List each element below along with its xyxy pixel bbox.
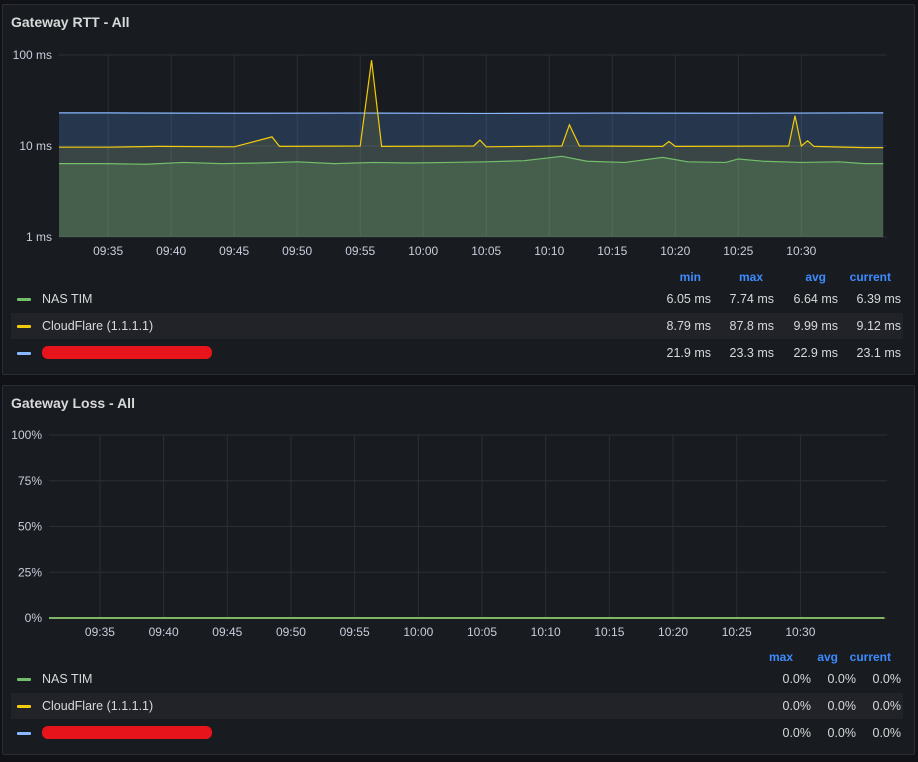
y-tick-label: 100 ms	[13, 48, 52, 62]
legend-row-cloudflare[interactable]: CloudFlare (1.1.1.1) 0.0% 0.0% 0.0%	[11, 693, 903, 719]
x-tick-label: 10:00	[408, 244, 438, 258]
series-color-swatch[interactable]	[17, 732, 31, 735]
legend-avg-value: 9.99 ms	[793, 319, 838, 333]
legend-current-value: 23.1 ms	[856, 346, 901, 360]
legend-max-value: 0.0%	[782, 726, 812, 740]
x-tick-label: 09:45	[219, 244, 249, 258]
panel-title[interactable]: Gateway RTT - All	[11, 14, 130, 30]
legend-min-value: 8.79 ms	[666, 319, 711, 333]
legend-max-value: 0.0%	[782, 672, 812, 686]
legend-header-max[interactable]: max	[768, 650, 793, 664]
x-tick-label: 09:55	[345, 244, 375, 258]
series-color-swatch[interactable]	[17, 352, 31, 355]
series-area-fill	[59, 112, 884, 237]
legend-current-value: 0.0%	[872, 699, 902, 713]
legend-header-current[interactable]: current	[849, 650, 891, 664]
legend-row-redacted[interactable]: 0.0% 0.0% 0.0%	[11, 720, 903, 746]
series-area-fill	[59, 60, 884, 237]
y-tick-label: 10 ms	[19, 139, 52, 153]
x-tick-label: 10:30	[786, 244, 816, 258]
x-tick-label: 10:20	[658, 625, 688, 639]
y-tick-label: 50%	[18, 520, 42, 534]
x-tick-label: 10:10	[534, 244, 564, 258]
x-tick-label: 09:40	[156, 244, 186, 258]
redaction-mark	[42, 726, 212, 739]
x-tick-label: 09:40	[149, 625, 179, 639]
legend-current-value: 0.0%	[872, 726, 902, 740]
legend-header-min[interactable]: min	[679, 270, 701, 284]
legend-current-value: 0.0%	[872, 672, 902, 686]
panel-title[interactable]: Gateway Loss - All	[11, 395, 135, 411]
gateway-loss-panel: Gateway Loss - All 0% 25% 50% 75% 100% 09:35 0…	[2, 385, 915, 755]
legend-header-current[interactable]: current	[849, 270, 891, 284]
x-tick-label: 10:00	[403, 625, 433, 639]
x-tick-label: 09:50	[276, 625, 306, 639]
legend-series-name[interactable]: NAS TIM	[42, 672, 93, 686]
legend-header-max[interactable]: max	[738, 270, 763, 284]
legend-avg-value: 0.0%	[827, 699, 857, 713]
x-tick-label: 10:25	[723, 244, 753, 258]
y-tick-label: 0%	[25, 611, 43, 625]
x-tick-label: 10:20	[660, 244, 690, 258]
legend-row-nas-tim[interactable]: NAS TIM 0.0% 0.0% 0.0%	[11, 666, 903, 692]
legend-series-name[interactable]: CloudFlare (1.1.1.1)	[42, 699, 154, 713]
rtt-chart[interactable]: 1 ms 10 ms 100 ms 09:35 09:40 09:45 09:50 09:55…	[3, 5, 916, 270]
x-tick-label: 10:30	[785, 625, 815, 639]
x-tick-label: 10:15	[597, 244, 627, 258]
legend-row-cloudflare[interactable]: CloudFlare (1.1.1.1) 8.79 ms 87.8 ms 9.9…	[11, 313, 903, 339]
x-tick-label: 09:45	[212, 625, 242, 639]
legend-series-name[interactable]: CloudFlare (1.1.1.1)	[42, 319, 154, 333]
legend-avg-value: 0.0%	[827, 672, 857, 686]
x-tick-label: 10:05	[471, 244, 501, 258]
y-tick-label: 75%	[18, 474, 42, 488]
y-tick-label: 1 ms	[26, 230, 52, 244]
loss-chart[interactable]: 0% 25% 50% 75% 100% 09:35 09:40 09:45 09:50 09:55…	[3, 386, 916, 651]
redaction-mark	[42, 346, 212, 359]
legend-header-avg[interactable]: avg	[817, 650, 838, 664]
series-line	[59, 60, 884, 149]
x-tick-label: 10:25	[722, 625, 752, 639]
legend-header-avg[interactable]: avg	[805, 270, 826, 284]
x-tick-label: 09:35	[85, 625, 115, 639]
gateway-rtt-panel: Gateway RTT - All 1 ms 10 ms 100 ms 09:35 09…	[2, 4, 915, 375]
series-color-swatch[interactable]	[17, 325, 31, 328]
legend-max-value: 87.8 ms	[729, 319, 774, 333]
legend-max-value: 23.3 ms	[729, 346, 774, 360]
x-tick-label: 09:35	[93, 244, 123, 258]
series-color-swatch[interactable]	[17, 678, 31, 681]
legend-current-value: 6.39 ms	[856, 292, 901, 306]
x-tick-label: 09:50	[282, 244, 312, 258]
y-tick-label: 25%	[18, 565, 42, 579]
legend-row-nas-tim[interactable]: NAS TIM 6.05 ms 7.74 ms 6.64 ms 6.39 ms	[11, 286, 903, 312]
series-color-swatch[interactable]	[17, 298, 31, 301]
legend-current-value: 9.12 ms	[856, 319, 901, 333]
x-tick-label: 10:10	[531, 625, 561, 639]
legend-row-redacted[interactable]: 21.9 ms 23.3 ms 22.9 ms 23.1 ms	[11, 340, 903, 366]
legend-min-value: 6.05 ms	[666, 292, 711, 306]
legend-min-value: 21.9 ms	[666, 346, 711, 360]
series-line	[59, 112, 884, 115]
legend-avg-value: 0.0%	[827, 726, 857, 740]
legend-max-value: 0.0%	[782, 699, 812, 713]
legend-avg-value: 6.64 ms	[793, 292, 838, 306]
legend-max-value: 7.74 ms	[729, 292, 774, 306]
legend-series-name[interactable]: NAS TIM	[42, 292, 93, 306]
x-tick-label: 09:55	[340, 625, 370, 639]
legend-avg-value: 22.9 ms	[793, 346, 838, 360]
x-tick-label: 10:05	[467, 625, 497, 639]
series-line	[59, 155, 884, 165]
x-tick-label: 10:15	[594, 625, 624, 639]
series-area-fill	[59, 156, 884, 237]
y-tick-label: 100%	[11, 428, 42, 442]
series-color-swatch[interactable]	[17, 705, 31, 708]
